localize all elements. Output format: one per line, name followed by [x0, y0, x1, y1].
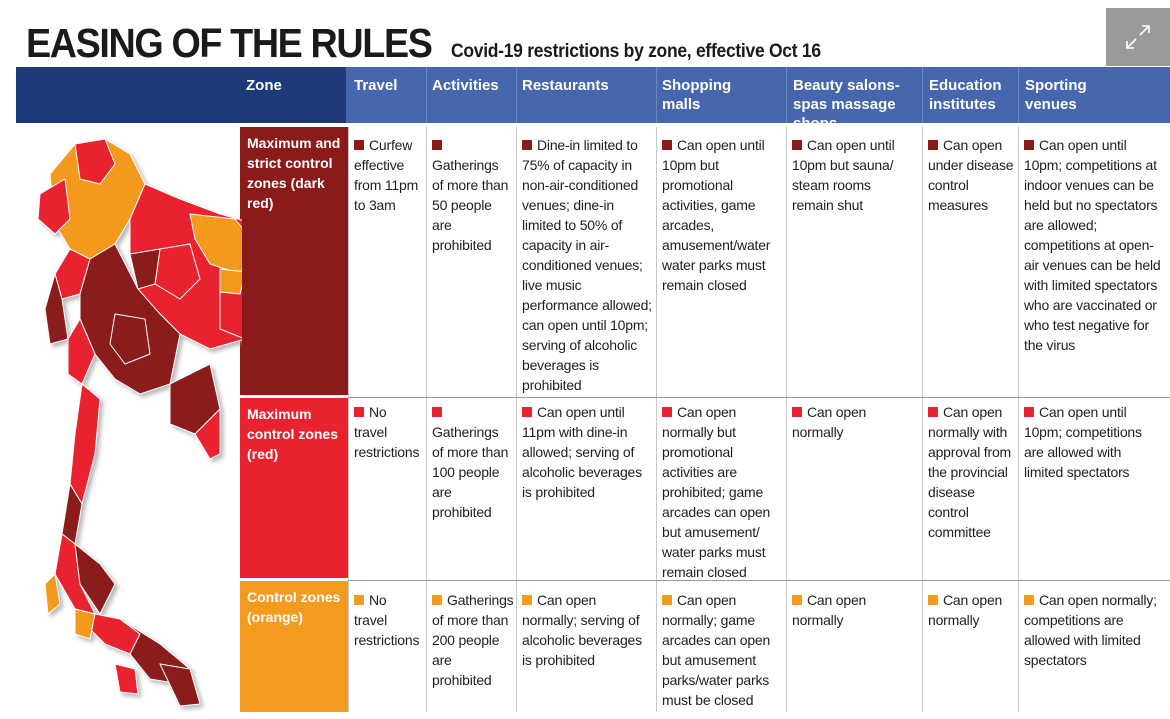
expand-icon — [1126, 25, 1150, 49]
header-education: Education institutes — [929, 77, 1002, 113]
header-zone: Zone — [246, 77, 282, 94]
table-cell: Can open normally — [792, 404, 867, 440]
header-beauty-salons: Beauty salons-spas massage shops — [793, 77, 900, 132]
table-cell: No travel restrictions — [354, 592, 420, 648]
table-cell: Can open under disease control measures — [928, 137, 1014, 213]
table-cell: No travel restrictions — [354, 404, 420, 460]
table-cell: Can open normally with approval from the… — [928, 404, 1011, 540]
table-cell: Gatherings of more than 50 people are pr… — [426, 127, 516, 395]
zone-label: Maximum control zones (red) — [247, 406, 339, 462]
zone-label: Maximum and strict control zones (dark r… — [247, 135, 341, 211]
table-cell: Can open normally — [928, 592, 1003, 628]
page-subtitle: Covid-19 restrictions by zone, effective… — [450, 41, 821, 62]
table-cell: Gatherings of more than 200 people are p… — [432, 592, 514, 688]
zone-dark-red: Maximum and strict control zones (dark r… — [240, 127, 348, 395]
table-cell: Can open normally; game arcades can open… — [662, 592, 771, 708]
table-cell: Can open until 11pm with dine-in allowed… — [522, 404, 642, 500]
expand-button[interactable] — [1106, 8, 1170, 66]
title-block: EASING OF THE RULES Covid-19 restriction… — [26, 20, 853, 66]
table-cell: Can open normally — [792, 592, 867, 628]
header-activities: Activities — [432, 77, 499, 94]
table-cell: Can open normally; serving of alcoholic … — [522, 592, 642, 668]
table-cell: Gatherings of more than 100 people are p… — [426, 394, 516, 580]
zone-red: Maximum control zones (red) — [240, 398, 348, 578]
thailand-zone-map — [37, 138, 242, 707]
table-cell: Can open normally; competitions are allo… — [1024, 592, 1157, 668]
table-header-strip — [346, 67, 1170, 123]
table-cell: Curfew effective from 11pm to 3am — [354, 137, 419, 213]
page-title: EASING OF THE RULES — [26, 20, 433, 66]
table-cell: Can open until 10pm but sauna/ steam roo… — [792, 137, 895, 213]
table-cell: Can open until 10pm; competitions are al… — [1024, 404, 1142, 480]
table-cell: Can open normally but promotional activi… — [662, 404, 771, 580]
header-travel: Travel — [354, 77, 398, 94]
zone-label: Control zones (orange) — [247, 589, 341, 625]
table-cell: Can open until 10pm but promotional acti… — [662, 137, 771, 293]
table-cell: Can open until 10pm; competitions at ind… — [1024, 137, 1161, 353]
header-sporting: Sporting venues — [1025, 77, 1087, 113]
zone-orange: Control zones (orange) — [240, 581, 348, 712]
table-cell: Dine-in limited to 75% of capacity in no… — [522, 137, 652, 393]
header-shopping-malls: Shopping malls — [662, 77, 732, 113]
header-restaurants: Restaurants — [522, 77, 609, 94]
